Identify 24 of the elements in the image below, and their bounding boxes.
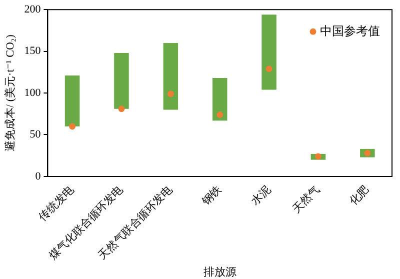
point [266, 66, 272, 72]
x-tick-label: 水泥 [248, 183, 274, 208]
point [216, 112, 224, 118]
point [315, 153, 322, 160]
x-tick-label: 化肥 [348, 184, 372, 208]
x-tick-label: 传统发电 [36, 183, 76, 224]
point [69, 123, 76, 130]
x-tick-label: 天然气 [290, 184, 322, 216]
bar [64, 76, 80, 126]
bar [262, 14, 276, 90]
point [167, 90, 174, 98]
legend-label: 中国参考值 [320, 24, 380, 38]
y-axis-title: 避免成本/ (美元·t⁻¹ CO₂) [3, 34, 16, 152]
bar [212, 78, 228, 121]
x-axis-title: 排放源 [203, 266, 236, 278]
bar [163, 42, 178, 110]
y-tick-label: 150 [24, 45, 42, 58]
y-tick-label: 200 [24, 3, 42, 16]
y-tick-label: 50 [30, 128, 42, 141]
point [118, 106, 125, 112]
y-tick-label: 100 [24, 86, 42, 99]
bar [114, 52, 129, 109]
y-tick-label: 0 [35, 170, 42, 182]
x-tick-label: 钢铁 [199, 184, 224, 209]
